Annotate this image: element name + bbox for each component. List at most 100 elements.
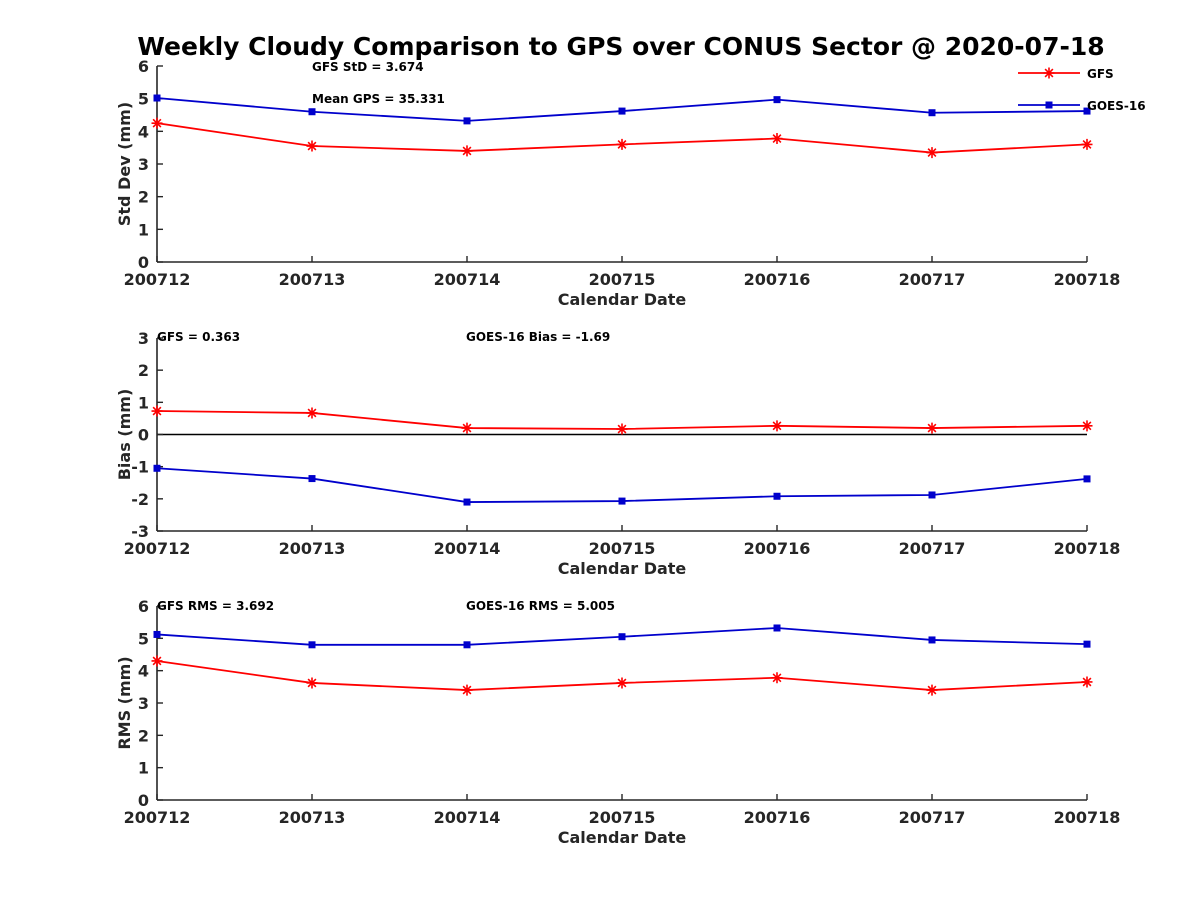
panel2-xtick-label: 200712 [124,539,191,558]
panel3-series-goes-16-point [773,624,781,632]
panel1-ytick-label: 2 [138,188,149,207]
panel2-ytick-label: 3 [138,329,149,348]
panel2-xtick-label: 200717 [899,539,966,558]
panel3-series-goes-16-point [618,633,626,641]
panel3-xtick-label: 200712 [124,808,191,827]
panel3-series-gfs-point [616,677,628,689]
panel3-xtick-label: 200716 [744,808,811,827]
panel2-xtick-label: 200714 [434,539,501,558]
panel3-xlabel: Calendar Date [558,828,687,847]
panel1-xtick-label: 200714 [434,270,501,289]
panel3-series-gfs-point [306,677,318,689]
panel3-annotation: GFS RMS = 3.692 [157,599,274,613]
panel1-xtick-label: 200712 [124,270,191,289]
panel1-series-goes-16-point [308,108,316,116]
panel1-series-gfs-point [926,147,938,159]
panel2-series-goes-16-point [1083,475,1091,483]
panel1-series-goes-16-point [618,107,626,115]
panel2-series-gfs-point [1081,420,1093,432]
panel3-xtick-label: 200713 [279,808,346,827]
panel2-series-goes-16-point [463,498,471,506]
panel1-xtick-label: 200713 [279,270,346,289]
panel1-ytick-label: 6 [138,57,149,76]
panel2-xtick-label: 200718 [1054,539,1121,558]
panel3-ytick-label: 5 [138,629,149,648]
panel1-xtick-label: 200718 [1054,270,1121,289]
panel2-series-gfs-point [926,422,938,434]
panel3-ylabel: RMS (mm) [115,656,134,749]
panel2-ytick-label: 0 [138,426,149,445]
panel2-series-goes-16-point [618,497,626,505]
panel1-series-gfs-point [616,138,628,150]
panel3-xtick-label: 200714 [434,808,501,827]
panel2-ytick-label: -3 [131,522,149,541]
panel1-series-goes-16-point [153,94,161,102]
legend-goes-16-label: GOES-16 [1087,99,1146,113]
panel3-ytick-label: 0 [138,791,149,810]
panel1-xtick-label: 200717 [899,270,966,289]
panel2-annotation: GOES-16 Bias = -1.69 [466,330,610,344]
panel3-series-gfs-point [771,672,783,684]
panel1-series-goes-16-point [463,117,471,125]
panel2-ytick-label: 1 [138,393,149,412]
panel3-xtick-label: 200715 [589,808,656,827]
panel3-series-goes-16-point [928,636,936,644]
panel1-series-goes-16-point [1083,107,1091,115]
panel2-annotation: GFS = 0.363 [157,330,240,344]
panel1-xlabel: Calendar Date [558,290,687,309]
legend-gfs-marker [1043,67,1055,79]
panel1-ytick-label: 1 [138,220,149,239]
panel2-xtick-label: 200713 [279,539,346,558]
panel2-xlabel: Calendar Date [558,559,687,578]
panel1-ylabel: Std Dev (mm) [115,102,134,226]
panel2-series-goes-16-point [928,491,936,499]
panel1-annotation: Mean GPS = 35.331 [312,92,445,106]
panel1-xtick-label: 200715 [589,270,656,289]
panel2-xtick-label: 200715 [589,539,656,558]
panel2-ytick-label: 2 [138,361,149,380]
panel3-ytick-label: 6 [138,597,149,616]
panel2-series-goes-16-point [153,464,161,472]
panel3-series-goes-16-point [463,641,471,649]
panel3-ytick-label: 2 [138,726,149,745]
panel1-series-goes-16-point [773,96,781,104]
chart-title: Weekly Cloudy Comparison to GPS over CON… [137,32,1104,61]
panel1-xtick-label: 200716 [744,270,811,289]
panel2-series-goes-16-point [773,492,781,500]
panel2-ytick-label: -1 [131,458,149,477]
panel2-series-gfs-point [616,423,628,435]
panel2-series-gfs-point [771,420,783,432]
panel1-series-gfs-point [151,117,163,129]
legend-goes-16-marker [1045,101,1053,109]
panel1-ytick-label: 4 [138,122,149,141]
panel1-series-gfs-point [461,145,473,157]
panel1-series-gfs-point [771,133,783,145]
panel3-series-goes-16-point [308,641,316,649]
panel3-xtick-label: 200717 [899,808,966,827]
panel2-series-goes-16-point [308,475,316,483]
panel1-series-gfs-point [1081,138,1093,150]
panel3-ytick-label: 3 [138,694,149,713]
panel2-ytick-label: -2 [131,490,149,509]
panel3-series-gfs-point [461,684,473,696]
panel2-series-gfs-point [151,405,163,417]
panel1-annotation: GFS StD = 3.674 [312,60,424,74]
panel2-xtick-label: 200716 [744,539,811,558]
panel1-series-gfs-point [306,140,318,152]
panel1-ytick-label: 0 [138,253,149,272]
panel3-ytick-label: 4 [138,662,149,681]
panel3-series-gfs-point [1081,676,1093,688]
panel2-ylabel: Bias (mm) [115,389,134,481]
panel3-series-goes-16-point [153,630,161,638]
panel3-ytick-label: 1 [138,759,149,778]
panel1-series-goes-16-point [928,109,936,117]
panel3-series-gfs-point [151,655,163,667]
panel3-series-gfs-point [926,684,938,696]
panel3-xtick-label: 200718 [1054,808,1121,827]
panel3-series-goes-16-point [1083,640,1091,648]
panel1-ytick-label: 5 [138,90,149,109]
legend-gfs-label: GFS [1087,67,1114,81]
panel2-series-gfs-point [306,407,318,419]
panel2-series-goes-16-line [156,467,1088,503]
